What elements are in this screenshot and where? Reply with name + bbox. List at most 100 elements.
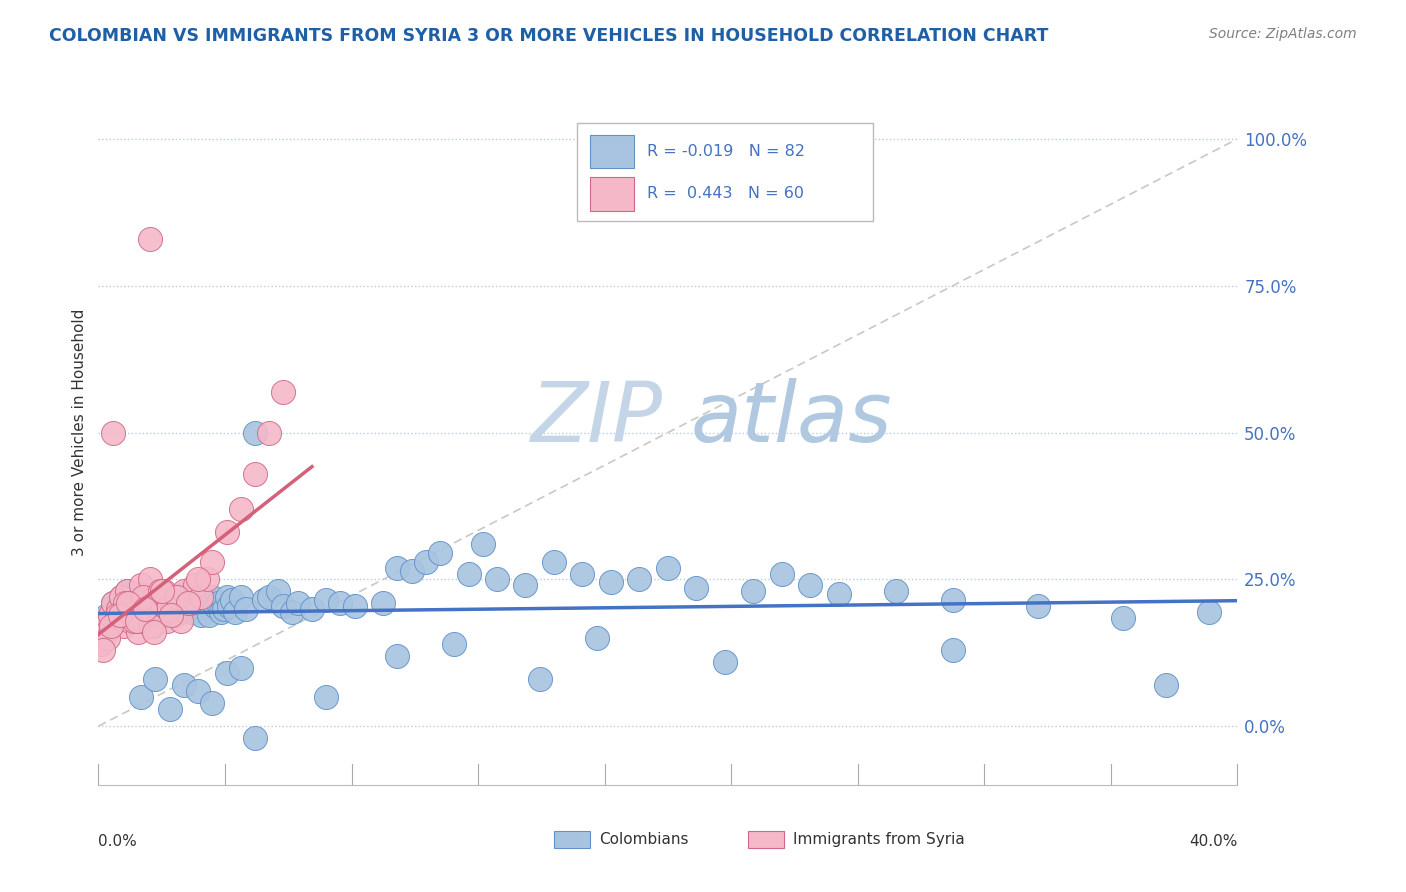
Point [142, 625, 165, 640]
Point [221, 593, 243, 607]
Point [243, 467, 266, 481]
Point [173, 584, 195, 599]
Point [132, 602, 155, 616]
Point [105, 607, 128, 622]
Point [121, 596, 143, 610]
Point [96, 625, 118, 640]
Point [152, 584, 174, 599]
Point [201, 590, 224, 604]
Point [170, 602, 193, 616]
Point [259, 590, 281, 604]
Point [96, 607, 118, 622]
Point [135, 610, 157, 624]
Point [184, 578, 207, 592]
Y-axis label: 3 or more Vehicles in Household: 3 or more Vehicles in Household [72, 309, 87, 557]
Point [187, 590, 209, 604]
Text: R = -0.019   N = 82: R = -0.019 N = 82 [647, 144, 806, 159]
Point [273, 599, 295, 613]
Point [273, 384, 295, 399]
Point [215, 525, 238, 540]
Point [141, 619, 163, 633]
Point [157, 602, 180, 616]
Point [243, 425, 266, 440]
Point [112, 605, 135, 619]
Point [486, 573, 509, 587]
Point [942, 593, 965, 607]
Text: atlas: atlas [690, 378, 893, 459]
Point [343, 599, 366, 613]
Point [145, 590, 167, 604]
Point [1154, 678, 1177, 692]
Point [101, 425, 124, 440]
Point [198, 607, 221, 622]
Point [259, 425, 281, 440]
Point [138, 596, 160, 610]
Text: COLOMBIAN VS IMMIGRANTS FROM SYRIA 3 OR MORE VEHICLES IN HOUSEHOLD CORRELATION C: COLOMBIAN VS IMMIGRANTS FROM SYRIA 3 OR … [49, 27, 1049, 45]
Point [112, 619, 135, 633]
Point [371, 596, 394, 610]
Point [1026, 599, 1049, 613]
Point [281, 605, 304, 619]
Point [107, 602, 129, 616]
Point [104, 614, 127, 628]
FancyBboxPatch shape [748, 830, 785, 848]
Point [118, 599, 141, 613]
Point [101, 596, 124, 610]
Point [114, 596, 136, 610]
Point [443, 637, 465, 651]
Point [124, 593, 146, 607]
Point [145, 590, 167, 604]
Point [585, 631, 607, 645]
Point [107, 602, 129, 616]
Point [471, 537, 494, 551]
Point [124, 607, 146, 622]
Point [179, 596, 201, 610]
Point [224, 605, 246, 619]
Point [165, 593, 187, 607]
Point [176, 602, 198, 616]
Point [193, 596, 215, 610]
Point [685, 581, 707, 595]
Point [138, 573, 160, 587]
Point [129, 690, 152, 704]
Point [884, 584, 907, 599]
FancyBboxPatch shape [554, 830, 591, 848]
Point [209, 605, 232, 619]
Point [215, 666, 238, 681]
Point [121, 614, 143, 628]
Point [118, 614, 141, 628]
Point [243, 731, 266, 745]
Point [181, 605, 204, 619]
Point [207, 596, 229, 610]
Point [122, 614, 145, 628]
Point [229, 590, 252, 604]
Point [543, 555, 565, 569]
Point [457, 566, 479, 581]
Point [600, 575, 623, 590]
Point [167, 596, 190, 610]
Point [134, 602, 156, 616]
Point [201, 555, 224, 569]
Point [229, 660, 252, 674]
Point [628, 573, 651, 587]
Point [1112, 610, 1135, 624]
Point [117, 596, 139, 610]
Point [179, 596, 201, 610]
Point [215, 590, 238, 604]
Point [742, 584, 765, 599]
Point [315, 593, 337, 607]
Point [173, 678, 195, 692]
Text: Source: ZipAtlas.com: Source: ZipAtlas.com [1209, 27, 1357, 41]
Point [229, 502, 252, 516]
Point [187, 684, 209, 698]
Point [187, 573, 209, 587]
Point [131, 590, 153, 604]
Point [162, 602, 184, 616]
Point [235, 602, 257, 616]
Point [315, 690, 337, 704]
Point [93, 619, 115, 633]
Point [267, 584, 290, 599]
Point [139, 619, 162, 633]
Point [387, 648, 409, 663]
Point [160, 607, 183, 622]
